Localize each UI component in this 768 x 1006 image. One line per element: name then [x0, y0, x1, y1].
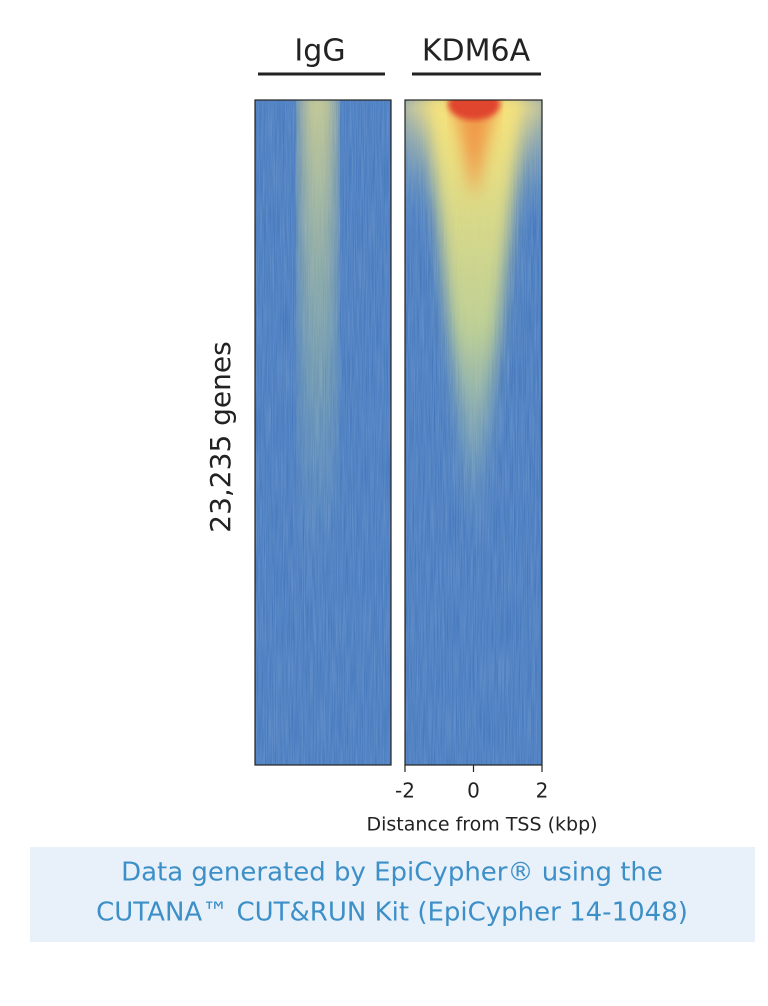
panel-title: IgG: [294, 34, 345, 69]
panel-frame: [254, 99, 392, 766]
caption-line: CUTANA™ CUT&RUN Kit (EpiCypher 14-1048): [96, 898, 688, 928]
y-axis-label: 23,235 genes: [204, 341, 237, 532]
x-tick-label: 0: [467, 779, 480, 803]
x-axis-label: Distance from TSS (kbp): [366, 814, 597, 836]
caption-line: Data generated by EpiCypher® using the: [121, 858, 663, 888]
heatmap-kdm6a: [405, 100, 542, 765]
heatmap-igg: [255, 100, 391, 765]
x-tick-label: -2: [395, 779, 415, 803]
panel-title: KDM6A: [422, 34, 531, 69]
caption-box: [30, 847, 755, 942]
x-tick-label: 2: [536, 779, 549, 803]
